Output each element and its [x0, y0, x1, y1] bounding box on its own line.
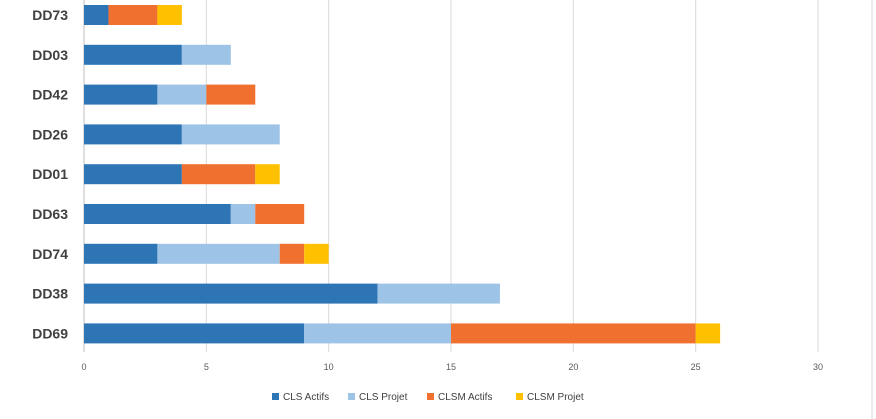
- x-tick-label: 15: [446, 362, 456, 372]
- bar-dd26-cls-projet: [181, 124, 280, 145]
- bar-dd26-cls-actifs: [84, 124, 182, 145]
- bar-dd63-clsm-actifs: [255, 204, 305, 224]
- legend-label: CLSM Projet: [527, 392, 584, 403]
- bar-dd38-cls-actifs: [84, 283, 378, 304]
- bar-dd63-cls-projet: [230, 204, 256, 224]
- bar-dd74-cls-projet: [157, 243, 280, 264]
- legend-swatch: [427, 393, 434, 400]
- bar-dd01-clsm-projet: [255, 164, 280, 185]
- x-tick-label: 0: [81, 362, 86, 372]
- category-label: DD01: [32, 166, 68, 182]
- x-tick-labels: 0 5 10 15 20 25 30: [81, 362, 823, 372]
- bars: [84, 5, 721, 344]
- category-label: DD03: [32, 47, 68, 63]
- legend: CLS Actifs CLS Projet CLSM Actifs CLSM Proj…: [272, 392, 584, 403]
- category-label: DD63: [32, 206, 68, 222]
- bar-dd03-cls-actifs: [84, 44, 182, 65]
- legend-swatch: [516, 393, 523, 400]
- bar-dd69-clsm-actifs: [451, 323, 696, 344]
- x-tick-label: 10: [324, 362, 334, 372]
- legend-label: CLS Projet: [359, 392, 408, 403]
- bar-dd73-clsm-projet: [157, 5, 182, 25]
- legend-label: CLSM Actifs: [438, 392, 492, 403]
- bar-dd69-cls-actifs: [84, 323, 305, 344]
- bar-dd03-cls-projet: [181, 44, 231, 65]
- category-label: DD38: [32, 286, 68, 302]
- category-label: DD26: [32, 126, 68, 142]
- bar-dd38-cls-projet: [377, 283, 500, 304]
- category-label: DD69: [32, 325, 68, 341]
- bar-dd42-cls-projet: [157, 84, 207, 105]
- bar-dd42-cls-actifs: [84, 84, 158, 105]
- x-tick-label: 5: [204, 362, 209, 372]
- x-tick-label: 25: [691, 362, 701, 372]
- bar-dd73-clsm-actifs: [108, 5, 158, 25]
- category-label: DD42: [32, 87, 68, 103]
- bar-dd01-cls-actifs: [84, 164, 182, 185]
- bar-dd69-clsm-projet: [695, 323, 721, 344]
- x-tick-label: 30: [813, 362, 823, 372]
- bar-dd73-cls-actifs: [84, 5, 109, 25]
- category-label: DD73: [32, 7, 68, 23]
- bar-dd74-clsm-projet: [304, 243, 329, 264]
- bar-dd69-cls-projet: [304, 323, 451, 344]
- bar-dd74-cls-actifs: [84, 243, 158, 264]
- category-label: DD74: [32, 246, 68, 262]
- x-tick-label: 20: [568, 362, 578, 372]
- legend-swatch: [348, 393, 355, 400]
- bar-dd63-cls-actifs: [84, 204, 231, 224]
- bar-dd74-clsm-actifs: [279, 243, 305, 264]
- bar-dd01-clsm-actifs: [181, 164, 256, 185]
- bar-dd42-clsm-actifs: [206, 84, 256, 105]
- legend-swatch: [272, 393, 279, 400]
- legend-label: CLS Actifs: [283, 392, 329, 403]
- category-labels: DD73 DD03 DD42 DD26 DD01 DD63 DD74 DD38 DD69: [32, 7, 68, 341]
